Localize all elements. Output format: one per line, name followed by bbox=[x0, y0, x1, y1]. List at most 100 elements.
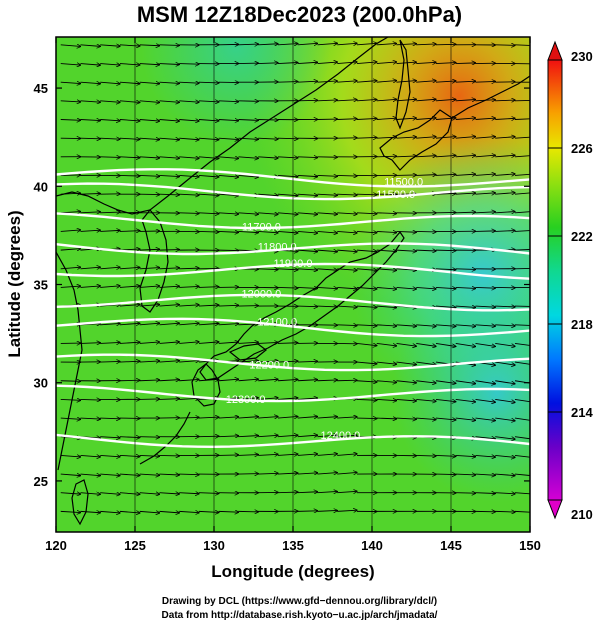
wind-vector bbox=[337, 175, 357, 176]
wind-vector bbox=[60, 455, 81, 457]
wind-vector bbox=[435, 81, 456, 82]
wind-vector bbox=[495, 342, 515, 346]
wind-vector bbox=[435, 418, 456, 420]
wind-vector bbox=[159, 286, 179, 287]
wind-vector bbox=[179, 138, 199, 140]
footer-credit-drawing: Drawing by DCL (https://www.gfd−dennou.o… bbox=[161, 596, 438, 607]
wind-vector bbox=[495, 306, 515, 307]
wind-vector bbox=[119, 361, 140, 362]
wind-vector bbox=[416, 342, 436, 346]
wind-vector bbox=[238, 138, 258, 139]
wind-vector bbox=[258, 417, 278, 419]
wind-vector bbox=[258, 213, 278, 215]
y-axis: 25 30 35 40 45 bbox=[34, 81, 530, 489]
wind-vector bbox=[179, 417, 199, 418]
wind-vector bbox=[119, 120, 140, 121]
wind-vector bbox=[514, 118, 530, 120]
wind-vector bbox=[475, 455, 495, 457]
wind-vector bbox=[80, 511, 100, 512]
wind-vector bbox=[100, 474, 120, 476]
wind-vector bbox=[317, 43, 337, 45]
wind-vector bbox=[80, 399, 100, 400]
wind-vector bbox=[238, 417, 258, 418]
wind-vector bbox=[238, 455, 258, 456]
wind-vector bbox=[258, 379, 278, 381]
wind-vector bbox=[495, 455, 515, 457]
wind-vector bbox=[435, 44, 456, 45]
colorbar-tick-label: 226 bbox=[571, 141, 593, 156]
wind-vector bbox=[139, 175, 160, 176]
wind-vector bbox=[218, 342, 239, 343]
wind-vector bbox=[495, 118, 515, 119]
wind-vector bbox=[159, 361, 179, 362]
colorbar-max-triangle bbox=[547, 40, 563, 61]
wind-vector bbox=[475, 437, 495, 439]
wind-vector bbox=[238, 213, 258, 214]
wind-vector bbox=[100, 230, 120, 231]
wind-vector bbox=[495, 511, 515, 512]
wind-vector bbox=[356, 269, 377, 271]
wind-vector bbox=[119, 437, 140, 438]
wind-vector bbox=[297, 231, 318, 233]
wind-vector bbox=[258, 63, 278, 64]
wind-vector bbox=[238, 231, 258, 232]
wind-vector bbox=[179, 398, 199, 399]
colorbar-tick-label: 230 bbox=[571, 49, 593, 64]
wind-vector bbox=[396, 81, 416, 83]
wind-vector bbox=[218, 436, 239, 437]
wind-vector bbox=[297, 269, 318, 270]
wind-vector bbox=[435, 269, 456, 270]
wind-vector bbox=[435, 325, 456, 327]
wind-vector bbox=[277, 416, 298, 418]
wind-vector bbox=[297, 62, 318, 63]
wind-vector bbox=[218, 194, 239, 195]
wind-vector bbox=[495, 436, 515, 439]
wind-vector bbox=[258, 361, 278, 362]
wind-vector bbox=[337, 287, 357, 288]
wind-vector bbox=[396, 342, 416, 346]
wind-vector bbox=[514, 136, 530, 139]
wind-vector bbox=[198, 157, 219, 159]
wind-vector bbox=[475, 118, 495, 119]
wind-vector bbox=[159, 474, 179, 475]
wind-vector bbox=[317, 213, 337, 214]
wind-vector bbox=[455, 63, 476, 64]
wind-vector bbox=[337, 231, 357, 232]
contour-label: 11800.0 bbox=[258, 242, 297, 254]
wind-vector bbox=[514, 324, 530, 326]
wind-vector bbox=[297, 287, 318, 288]
wind-vector bbox=[139, 511, 160, 513]
wind-vector bbox=[475, 325, 495, 326]
wind-vector bbox=[396, 250, 416, 251]
wind-vector bbox=[198, 175, 219, 177]
wind-vector bbox=[475, 193, 495, 194]
wind-vector bbox=[119, 64, 140, 65]
wind-vector bbox=[495, 493, 515, 494]
wind-vector bbox=[198, 101, 219, 102]
wind-vector bbox=[139, 157, 160, 158]
wind-vector bbox=[80, 286, 100, 288]
wind-vector bbox=[416, 156, 436, 157]
wind-vector bbox=[514, 249, 530, 251]
wind-vector bbox=[317, 287, 337, 288]
footer-credit-data: Data from http://database.rish.kyoto−u.a… bbox=[161, 610, 438, 621]
wind-vector bbox=[238, 101, 258, 102]
wind-vector bbox=[317, 175, 337, 176]
wind-vector bbox=[80, 194, 100, 195]
wind-vector bbox=[396, 287, 416, 289]
wind-vector bbox=[100, 511, 120, 513]
wind-vector bbox=[139, 101, 160, 103]
japan-honshu-coastline bbox=[199, 230, 405, 381]
wind-vector bbox=[258, 342, 278, 343]
wind-vector bbox=[356, 81, 377, 83]
wind-vector bbox=[258, 454, 278, 455]
wind-vector bbox=[277, 435, 298, 437]
wind-vector bbox=[455, 287, 476, 288]
wind-vector bbox=[475, 174, 495, 176]
wind-vector bbox=[495, 231, 515, 232]
wind-vector bbox=[356, 43, 377, 45]
wind-vector bbox=[80, 418, 100, 419]
wind-vector bbox=[475, 212, 495, 213]
wind-vector bbox=[475, 100, 495, 101]
wind-vector bbox=[455, 418, 476, 420]
